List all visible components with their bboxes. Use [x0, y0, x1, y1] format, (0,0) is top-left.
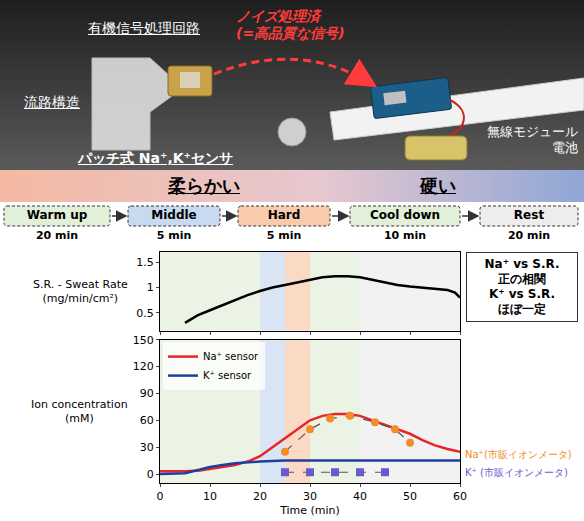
- html-text:柔らかい: 柔らかい: [168, 175, 240, 196]
- html-text:5 min: 5 min: [156, 229, 192, 242]
- html-text:Rest: Rest: [513, 208, 545, 222]
- html-text:Warm up: Warm up: [26, 208, 88, 222]
- svg-text:10: 10: [203, 490, 217, 503]
- html-text:Middle: Middle: [151, 208, 197, 222]
- svg-text:60: 60: [453, 490, 467, 503]
- svg-text:Time (min): Time (min): [279, 504, 340, 517]
- svg-text:1: 1: [147, 281, 154, 294]
- svg-text:K⁺ sensor: K⁺ sensor: [203, 370, 252, 381]
- svg-text:0: 0: [147, 468, 154, 481]
- html-text:5 min: 5 min: [266, 229, 302, 242]
- svg-text:30: 30: [303, 490, 317, 503]
- svg-text:K⁺ (市販イオンメータ): K⁺ (市販イオンメータ): [465, 467, 568, 478]
- html-text:硬い: 硬い: [420, 175, 456, 196]
- svg-text:150: 150: [133, 334, 154, 347]
- html-text:パッチ式 Na⁺,K⁺センサ: パッチ式 Na⁺,K⁺センサ: [78, 150, 233, 166]
- svg-text:40: 40: [353, 490, 367, 503]
- svg-text:20: 20: [253, 490, 267, 503]
- html-text:Hard: Hard: [267, 208, 301, 222]
- html-text:有機信号処理回路: 有機信号処理回路: [88, 20, 200, 36]
- svg-text:30: 30: [140, 441, 154, 454]
- html-text:20 min: 20 min: [507, 229, 551, 242]
- html-text:Cool down: Cool down: [370, 208, 440, 222]
- svg-text:0.5: 0.5: [136, 307, 154, 320]
- html-text:Na⁺ vs S.R. 正の相関 K⁺ vs S.R. ほぼ: Na⁺ vs S.R. 正の相関 K⁺ vs S.R. ほぼ一定: [484, 257, 560, 316]
- svg-text:0: 0: [157, 490, 164, 503]
- svg-text:90: 90: [140, 387, 154, 400]
- svg-text:1.5: 1.5: [136, 256, 154, 269]
- svg-text:50: 50: [403, 490, 417, 503]
- html-text:無線モジュール 電池: 無線モジュール 電池: [487, 124, 578, 155]
- svg-text:60: 60: [140, 414, 154, 427]
- svg-text:Na⁺(市販イオンメータ): Na⁺(市販イオンメータ): [465, 449, 572, 460]
- svg-text:Na⁺ sensor: Na⁺ sensor: [203, 351, 259, 362]
- html-text:流路構造: 流路構造: [24, 94, 80, 110]
- svg-text:120: 120: [133, 360, 154, 373]
- html-text:10 min: 10 min: [383, 229, 427, 242]
- html-text:ノイズ処理済 (=高品質な信号): ノイズ処理済 (=高品質な信号): [236, 8, 345, 41]
- svg-text:Ion concentration(mM): Ion concentration(mM): [31, 398, 128, 425]
- svg-text:S.R. - Sweat Rate(mg/min/cm²): S.R. - Sweat Rate(mg/min/cm²): [33, 278, 128, 305]
- html-text:20 min: 20 min: [35, 229, 79, 242]
